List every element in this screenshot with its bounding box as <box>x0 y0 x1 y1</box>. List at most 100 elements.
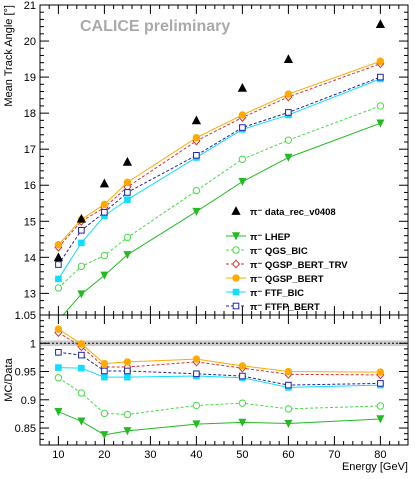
ratio-y-tick-label: 1.05 <box>15 310 36 322</box>
data-point <box>238 177 247 186</box>
data-point <box>376 402 385 410</box>
data-point <box>377 73 384 81</box>
data-point <box>376 119 385 128</box>
main-x-axis-ticks <box>39 5 409 315</box>
data-point <box>55 275 62 283</box>
data-point <box>101 208 108 216</box>
series-line <box>57 76 381 265</box>
series-line <box>58 377 381 415</box>
series-line <box>57 78 381 280</box>
data-point <box>78 239 85 247</box>
ratio-y-axis-label: MC/Data <box>3 357 15 401</box>
legend-entry: π⁻ QGSP_BERT <box>226 274 324 285</box>
ratio-y-axis: 0.85 0.9 0.95 1 1.05 <box>15 310 408 440</box>
data-point <box>100 271 109 280</box>
data-point <box>375 19 386 29</box>
data-point <box>76 213 87 223</box>
x-tick-label: 40 <box>190 449 202 461</box>
legend-entry: π⁻ QGSP_BERT_TRV <box>226 259 348 271</box>
series-line <box>58 332 381 376</box>
data-point <box>124 196 131 203</box>
data-point <box>192 133 201 142</box>
data-point <box>77 389 86 397</box>
data-point <box>123 427 132 436</box>
data-point <box>54 284 63 292</box>
x-tick-label: 10 <box>52 449 64 461</box>
main-y-tick-label: 21 <box>24 0 36 12</box>
data-point <box>123 410 132 419</box>
data-point <box>123 233 132 242</box>
main-y-tick-label: 14 <box>24 252 36 264</box>
data-point <box>53 252 64 262</box>
ratio-y-tick-label: 0.85 <box>15 423 36 435</box>
x-tick-label: 60 <box>282 449 294 461</box>
data-point <box>239 124 246 131</box>
legend: π⁻ data_rec_v0408 π⁻ LHEP π⁻ QGS_BIC π⁻ QGS… <box>226 206 348 313</box>
ratio-series-group <box>54 325 385 440</box>
legend-label: π⁻ QGSP_BERT_TRV <box>250 260 348 271</box>
series-line <box>58 367 381 388</box>
data-series <box>53 19 386 262</box>
series-line <box>62 122 381 315</box>
watermark: CALICE preliminary <box>80 18 230 35</box>
data-point <box>124 189 131 196</box>
data-point <box>377 380 384 387</box>
data-point <box>231 232 241 241</box>
data-point <box>284 419 293 428</box>
data-point <box>99 178 110 188</box>
main-y-axis-label: Mean Track Angle [°] <box>3 5 15 107</box>
data-point <box>77 340 86 348</box>
series-ftfp_bert <box>55 73 384 268</box>
legend-label: π⁻ FTFP_BERT <box>250 302 320 313</box>
main-y-tick-label: 16 <box>24 180 36 192</box>
x-tick-label: 50 <box>236 449 248 461</box>
x-tick-label: 20 <box>98 449 110 461</box>
data-point <box>285 109 292 116</box>
data-point <box>376 102 385 110</box>
main-y-tick-label: 20 <box>24 36 36 48</box>
data-point <box>100 200 109 209</box>
series-lhep <box>62 119 385 315</box>
ratio-y-tick-label: 0.95 <box>15 367 36 379</box>
series-line <box>58 328 381 373</box>
data-point <box>54 407 63 416</box>
data-point <box>123 251 132 260</box>
series-line <box>58 60 381 246</box>
data-point <box>123 358 132 366</box>
data-point <box>239 372 246 380</box>
main-panel: 13 14 15 16 17 18 19 20 21 CALICE preliminary Me… <box>3 0 409 316</box>
series-qgsp_bert <box>54 325 385 376</box>
data-point <box>284 367 293 376</box>
series-line <box>58 351 381 386</box>
x-tick-label: 30 <box>144 449 156 461</box>
legend-label: π⁻ QGS_BIC <box>250 246 308 257</box>
ratio-y-tick-label: 1 <box>30 338 36 350</box>
data-point <box>78 364 85 372</box>
data-point <box>232 288 240 296</box>
data-point <box>284 136 293 144</box>
data-point <box>54 374 63 382</box>
data-point <box>283 54 294 63</box>
data-point <box>55 364 62 371</box>
legend-label: π⁻ FTF_BIC <box>250 288 304 299</box>
series-qgs_bic <box>54 374 385 419</box>
data-point <box>192 420 201 429</box>
data-point <box>376 57 385 65</box>
main-y-tick-label: 17 <box>24 144 36 156</box>
data-point <box>238 111 247 119</box>
data-point <box>123 178 132 187</box>
ratio-y-tick-label: 0.9 <box>21 395 36 407</box>
data-point <box>376 415 385 424</box>
series-line <box>58 411 381 436</box>
legend-entry: π⁻ data_rec_v0408 <box>231 206 336 218</box>
data-point <box>284 405 293 413</box>
data-point <box>124 367 131 375</box>
main-y-axis: 13 14 15 16 17 18 19 20 21 <box>24 0 408 309</box>
legend-entry: π⁻ QGS_BIC <box>226 246 308 257</box>
data-point <box>238 399 247 407</box>
legend-entry: π⁻ LHEP <box>226 232 291 243</box>
ratio-panel: 0.85 0.9 0.95 1 1.05 10 20 30 40 50 60 70 80 MC/Dat… <box>3 310 409 473</box>
main-y-tick-label: 13 <box>24 288 36 300</box>
legend-entry: π⁻ FTFP_BERT <box>226 302 320 313</box>
